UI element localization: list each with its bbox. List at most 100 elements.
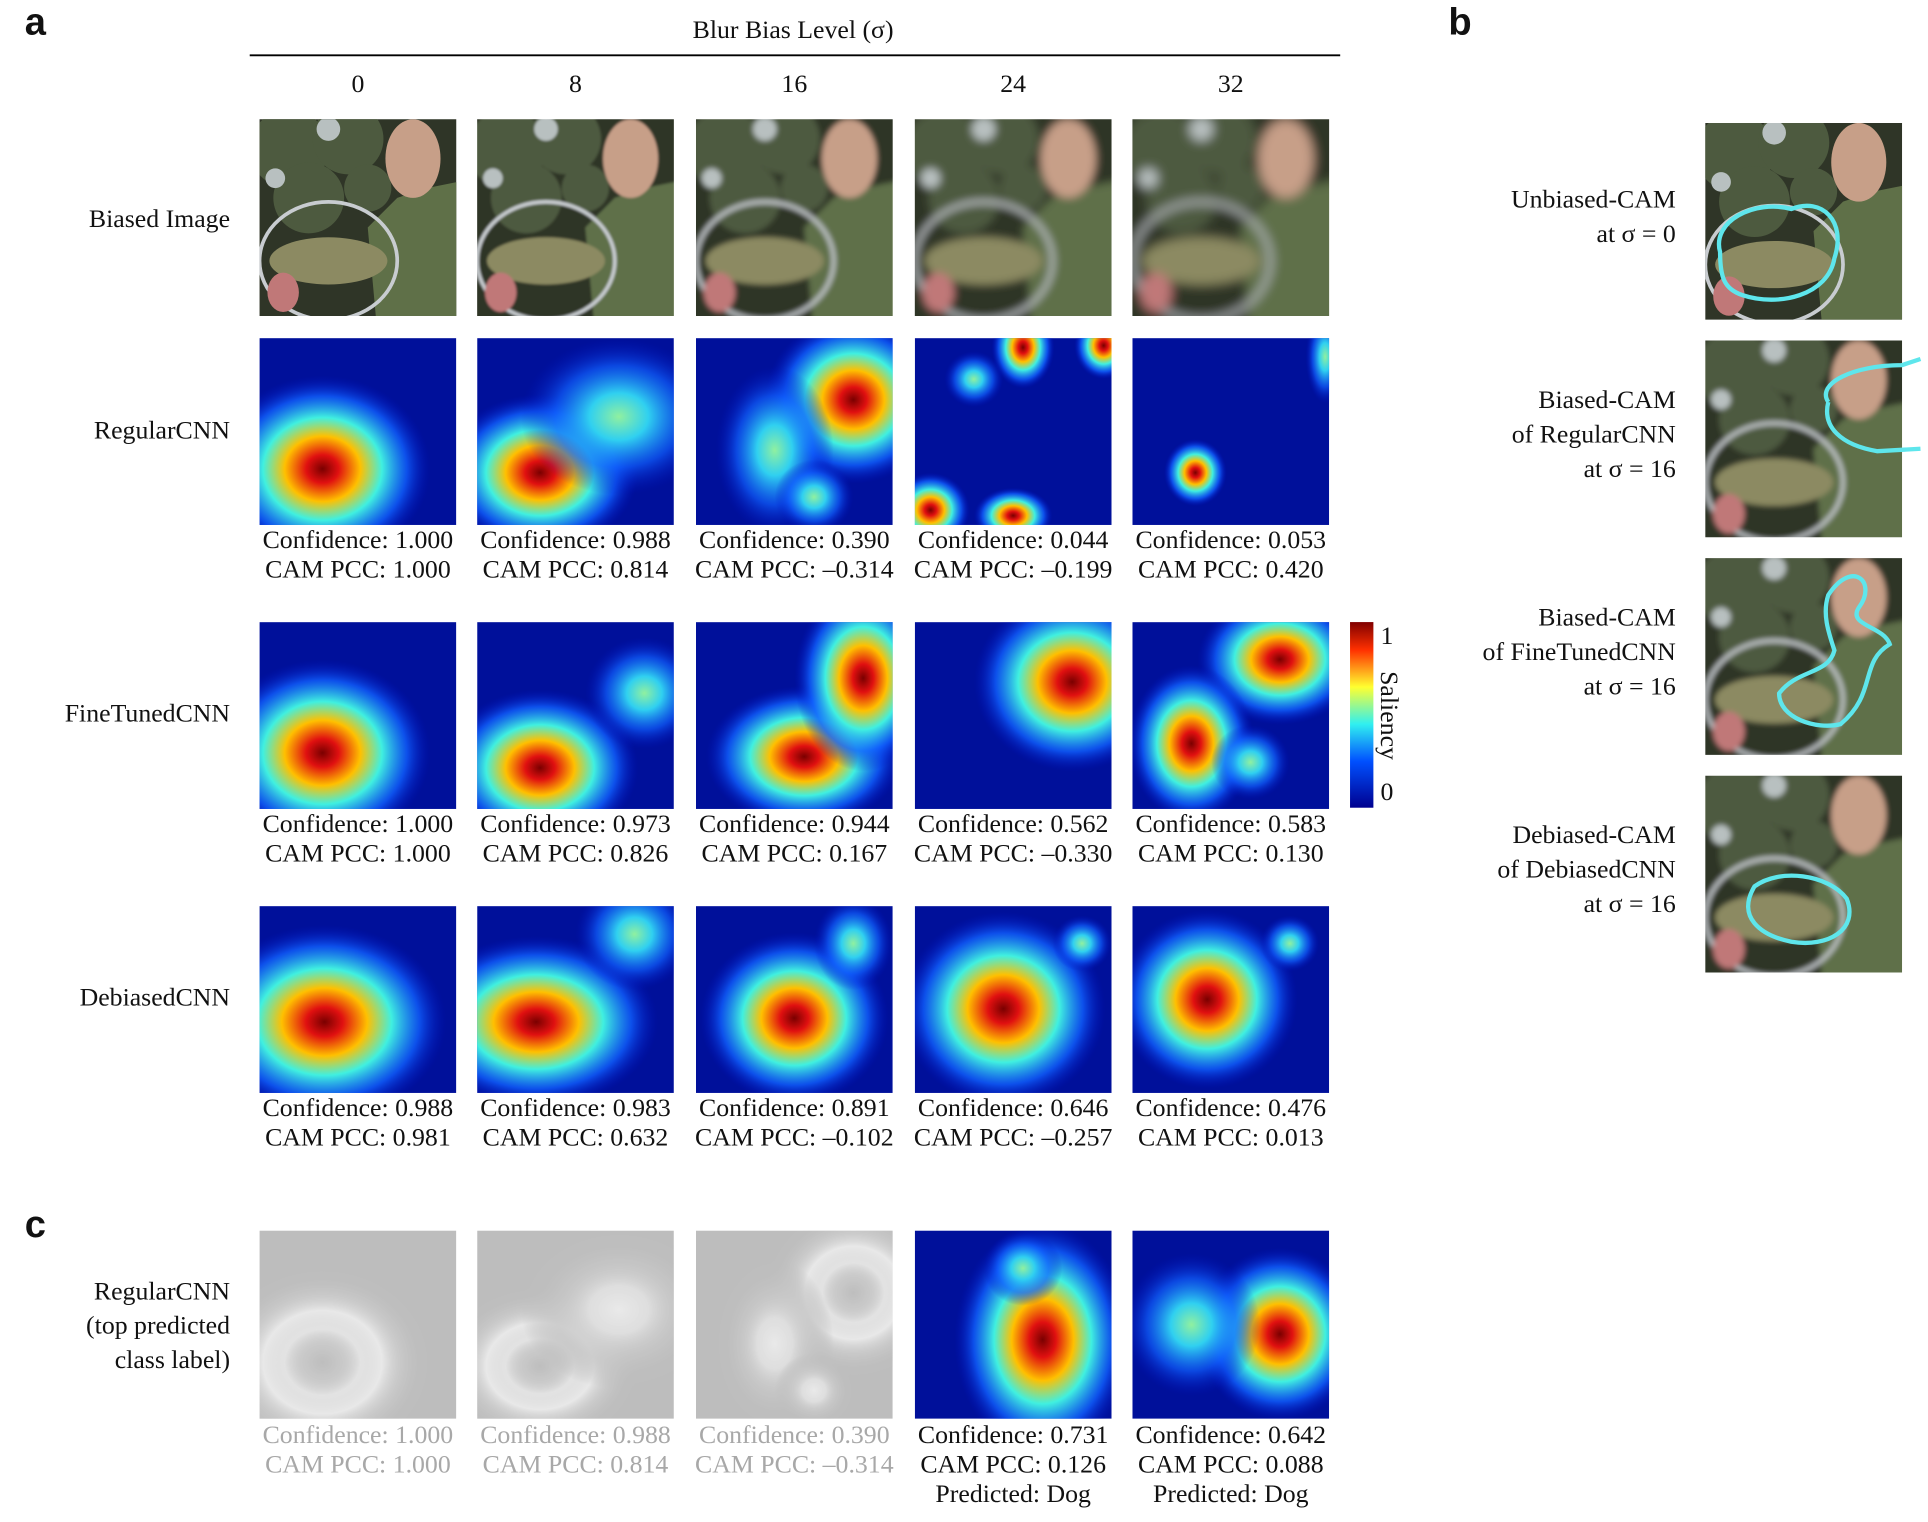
confidence: Confidence: 0.944: [699, 809, 890, 838]
cam-pcc: CAM PCC: 0.126: [920, 1450, 1106, 1479]
confidence: Confidence: 0.583: [1135, 809, 1326, 838]
heatmap: [1132, 906, 1330, 1093]
biased-image: [477, 119, 674, 316]
column-label: 32: [1218, 69, 1244, 98]
cam-pcc: CAM PCC: 1.000: [265, 555, 451, 584]
heatmap: [477, 338, 674, 525]
cam-label: of DebiasedCNN: [1497, 855, 1676, 884]
confidence: Confidence: 1.000: [263, 525, 454, 554]
predicted-label: Predicted: Dog: [935, 1479, 1091, 1508]
confidence: Confidence: 0.973: [480, 809, 671, 838]
heatmap: [1132, 1230, 1330, 1419]
confidence: Confidence: 0.988: [263, 1093, 454, 1122]
heatmap: [259, 906, 457, 1093]
cam-pcc: CAM PCC: 0.981: [265, 1123, 451, 1152]
cam-pcc: CAM PCC: 0.632: [483, 1123, 669, 1152]
cam-label: Unbiased-CAM: [1511, 185, 1676, 214]
row-label: Biased Image: [89, 204, 230, 233]
cam-image: [1705, 558, 1903, 755]
colorbar-label: Saliency: [1375, 671, 1404, 760]
cam-image: [1705, 122, 1903, 320]
cam-pcc: CAM PCC: 0.814: [483, 1450, 669, 1479]
heatmap: [477, 906, 674, 1093]
cam-pcc: CAM PCC: 0.167: [702, 839, 888, 868]
panel-letter: b: [1448, 2, 1471, 44]
cam-label: Debiased-CAM: [1512, 820, 1675, 849]
cam-image: [1705, 340, 1903, 538]
confidence: Confidence: 0.988: [480, 1420, 671, 1449]
confidence: Confidence: 0.988: [480, 525, 671, 554]
heatmap: [477, 1230, 674, 1419]
heatmap: [259, 1230, 457, 1419]
cam-label: Biased-CAM: [1538, 603, 1676, 632]
heatmap: [1132, 622, 1330, 809]
colorbar-max: 1: [1380, 621, 1393, 650]
confidence: Confidence: 1.000: [263, 809, 454, 838]
panel-letter: c: [25, 1204, 46, 1246]
cam-pcc: CAM PCC: 0.826: [483, 839, 669, 868]
biased-image: [259, 119, 457, 316]
cam-pcc: CAM PCC: 1.000: [265, 1450, 451, 1479]
cam-pcc: CAM PCC: 1.000: [265, 839, 451, 868]
confidence: Confidence: 1.000: [263, 1420, 454, 1449]
heatmap: [477, 622, 674, 809]
heatmap: [695, 622, 893, 809]
heatmap: [1132, 338, 1330, 525]
cam-pcc: CAM PCC: –0.257: [914, 1123, 1113, 1152]
row-label: FineTunedCNN: [65, 698, 231, 727]
biased-image: [695, 119, 893, 316]
cam-outline: [1823, 356, 1922, 454]
cam-label: at σ = 16: [1584, 889, 1676, 918]
confidence: Confidence: 0.983: [480, 1093, 671, 1122]
colorbar: [1350, 622, 1374, 808]
cam-image: [1705, 775, 1903, 973]
column-label: 0: [351, 69, 364, 98]
heatmap: [914, 338, 1112, 525]
row-label: class label): [115, 1345, 230, 1374]
predicted-label: Predicted: Dog: [1153, 1479, 1309, 1508]
cam-label: at σ = 0: [1596, 219, 1675, 248]
confidence: Confidence: 0.390: [699, 1420, 890, 1449]
cam-pcc: CAM PCC: –0.102: [695, 1123, 894, 1152]
cam-outline: [1776, 574, 1893, 728]
header-title: Blur Bias Level (σ): [693, 15, 894, 44]
heatmap: [259, 622, 457, 809]
heatmap: [695, 1230, 893, 1419]
heatmap: [259, 338, 457, 525]
confidence: Confidence: 0.642: [1135, 1420, 1326, 1449]
row-label: (top predicted: [86, 1311, 230, 1340]
panel-letter: a: [25, 2, 47, 44]
confidence: Confidence: 0.476: [1135, 1093, 1326, 1122]
confidence: Confidence: 0.562: [918, 809, 1109, 838]
cam-pcc: CAM PCC: 0.814: [483, 555, 669, 584]
confidence: Confidence: 0.044: [918, 525, 1109, 554]
heatmap: [695, 906, 893, 1093]
column-label: 16: [781, 69, 807, 98]
cam-label: of FineTunedCNN: [1483, 637, 1677, 666]
column-label: 8: [569, 69, 582, 98]
confidence: Confidence: 0.891: [699, 1093, 890, 1122]
confidence: Confidence: 0.053: [1135, 525, 1326, 554]
cam-label: at σ = 16: [1584, 454, 1676, 483]
biased-image: [914, 119, 1112, 316]
row-label: RegularCNN: [94, 1276, 230, 1305]
cam-pcc: CAM PCC: 0.088: [1138, 1450, 1324, 1479]
cam-outline: [1716, 203, 1840, 302]
confidence: Confidence: 0.731: [918, 1420, 1109, 1449]
cam-pcc: CAM PCC: –0.314: [695, 1450, 894, 1479]
confidence: Confidence: 0.390: [699, 525, 890, 554]
cam-label: at σ = 16: [1584, 671, 1676, 700]
cam-label: of RegularCNN: [1512, 419, 1676, 448]
cam-outline: [1746, 873, 1852, 945]
confidence: Confidence: 0.646: [918, 1093, 1109, 1122]
heatmap: [914, 1230, 1112, 1419]
cam-pcc: CAM PCC: 0.013: [1138, 1123, 1324, 1152]
cam-pcc: CAM PCC: –0.199: [914, 555, 1113, 584]
column-label: 24: [1000, 69, 1026, 98]
cam-pcc: CAM PCC: –0.330: [914, 839, 1113, 868]
heatmap: [914, 906, 1112, 1093]
cam-pcc: CAM PCC: 0.420: [1138, 555, 1324, 584]
biased-image: [1132, 119, 1330, 316]
row-label: RegularCNN: [94, 416, 230, 445]
